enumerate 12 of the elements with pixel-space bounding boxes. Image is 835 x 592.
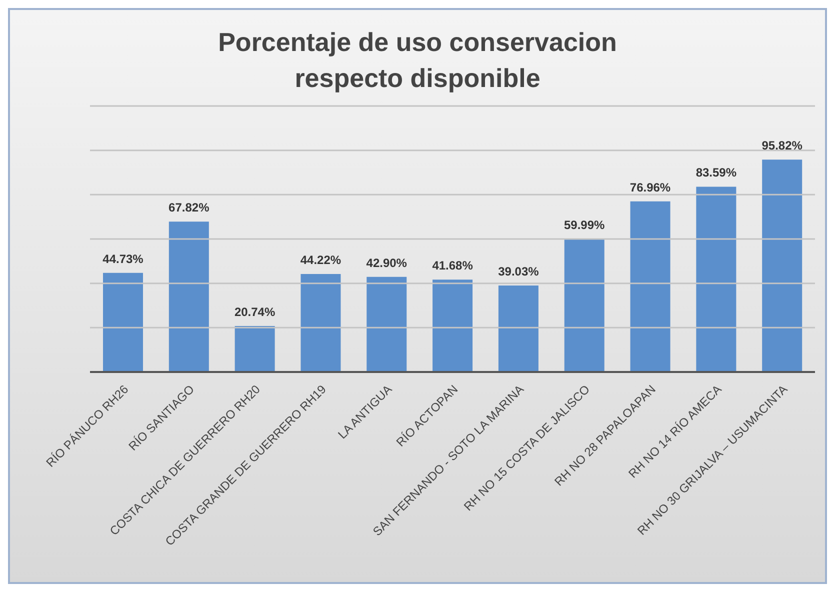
data-label: 41.68% (432, 258, 474, 273)
data-label: 20.74% (234, 305, 276, 320)
data-label: 67.82% (168, 200, 210, 215)
data-label: 42.90% (366, 256, 408, 270)
data-label: 44.73% (102, 252, 144, 266)
data-label: 39.03% (498, 264, 540, 278)
data-label: 76.96% (630, 180, 671, 194)
data-label: 95.82% (762, 138, 803, 153)
data-label: 44.22% (300, 252, 342, 267)
data-label: 83.59% (696, 166, 737, 180)
chart-title: Porcentaje de uso conservacion respecto disponible (217, 26, 618, 95)
data-label: 59.99% (564, 218, 606, 232)
